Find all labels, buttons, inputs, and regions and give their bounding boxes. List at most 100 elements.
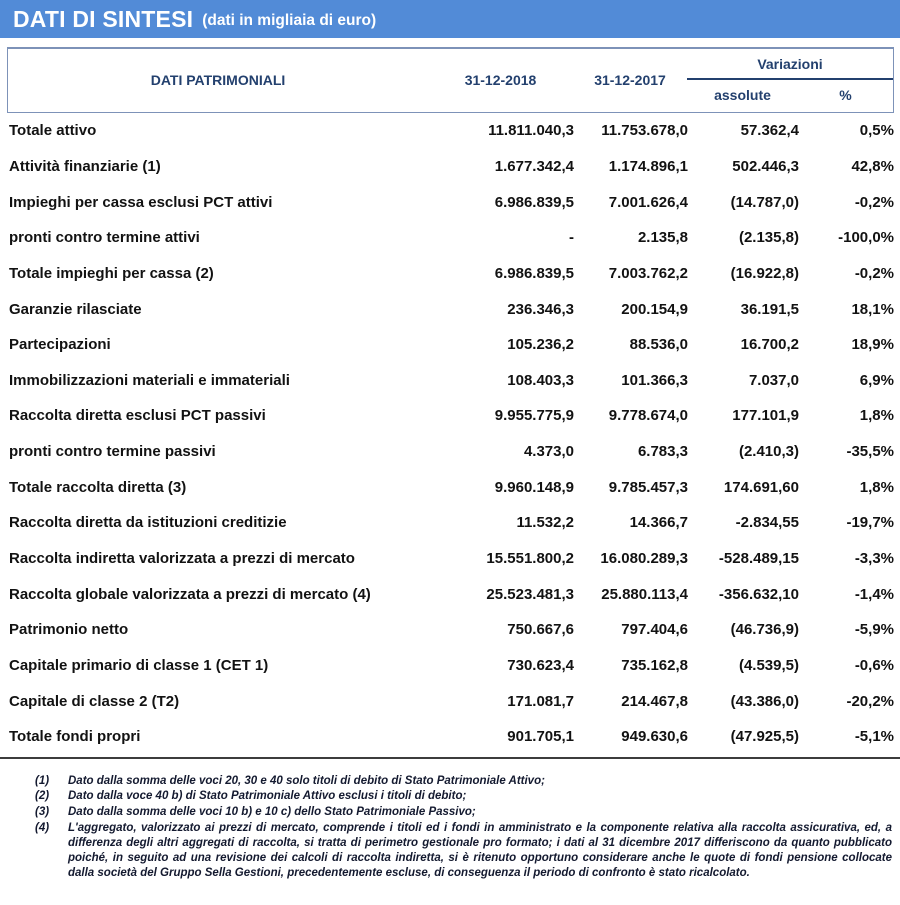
row-value-2017: 214.467,8 bbox=[621, 692, 688, 710]
row-value-percent: 6,9% bbox=[859, 371, 894, 389]
row-value-2017: 9.785.457,3 bbox=[608, 478, 688, 496]
row-value-assolute: (47.925,5) bbox=[730, 728, 799, 746]
row-value-assolute: (2.410,3) bbox=[738, 443, 799, 461]
page-title: DATI DI SINTESI bbox=[13, 5, 194, 32]
row-label: Totale raccolta diretta (3) bbox=[9, 478, 187, 496]
row-label: pronti contro termine attivi bbox=[9, 229, 200, 247]
table-row: Patrimonio netto 750.667,6 797.404,6 (46… bbox=[7, 612, 894, 648]
row-value-assolute: 174.691,60 bbox=[723, 478, 799, 496]
row-value-assolute: (2.135,8) bbox=[738, 229, 799, 247]
column-group-variazioni: Variazioni assolute % bbox=[687, 49, 893, 112]
row-value-2018: 11.811.040,3 bbox=[488, 122, 574, 140]
row-value-2018: 15.551.800,2 bbox=[486, 550, 574, 567]
footnote-number: (4) bbox=[35, 822, 50, 835]
row-value-assolute: (4.539,5) bbox=[738, 656, 799, 674]
table-row: Raccolta diretta da istituzioni creditiz… bbox=[7, 505, 894, 541]
row-value-2018: 6.986.839,5 bbox=[494, 264, 574, 282]
row-label: pronti contro termine passivi bbox=[9, 443, 216, 461]
row-value-2018: 9.955.775,9 bbox=[494, 407, 574, 425]
row-label: Totale fondi propri bbox=[9, 728, 141, 746]
row-value-assolute: -528.489,15 bbox=[718, 550, 799, 567]
row-value-2018: 730.623,4 bbox=[507, 656, 574, 674]
row-value-assolute: (46.736,9) bbox=[730, 621, 799, 639]
footnote-text: Dato dalla somma delle voci 10 b) e 10 c… bbox=[68, 806, 476, 819]
row-value-assolute: -2.834,55 bbox=[735, 514, 799, 532]
row-value-assolute: (43.386,0) bbox=[730, 692, 799, 710]
row-label: Attività finanziarie (1) bbox=[9, 157, 161, 175]
row-value-percent: -5,1% bbox=[854, 728, 894, 746]
table-row: Totale fondi propri 901.705,1 949.630,6 … bbox=[7, 719, 894, 755]
row-value-assolute: -356.632,10 bbox=[718, 585, 799, 603]
footnote-item: (3) Dato dalla somma delle voci 10 b) e … bbox=[35, 805, 894, 820]
row-value-2017: 7.003.762,2 bbox=[608, 264, 688, 282]
table-bottom-rule bbox=[0, 756, 900, 759]
row-value-assolute: (14.787,0) bbox=[730, 193, 799, 211]
table-row: pronti contro termine attivi - 2.135,8 (… bbox=[7, 220, 894, 256]
row-value-2018: 171.081,7 bbox=[507, 692, 574, 710]
row-label: Raccolta globale valorizzata a prezzi di… bbox=[9, 585, 371, 603]
row-value-assolute: 177.101,9 bbox=[732, 407, 799, 425]
row-label: Raccolta diretta da istituzioni creditiz… bbox=[9, 514, 287, 532]
row-label: Garanzie rilasciate bbox=[9, 300, 142, 318]
row-label: Immobilizzazioni materiali e immateriali bbox=[9, 371, 290, 389]
row-value-2018: - bbox=[569, 229, 574, 247]
footnote-number: (3) bbox=[35, 806, 50, 819]
row-value-percent: -35,5% bbox=[846, 443, 894, 461]
variazioni-subheaders: assolute % bbox=[687, 80, 893, 112]
table-row: Raccolta globale valorizzata a prezzi di… bbox=[7, 576, 894, 612]
row-value-assolute: 36.191,5 bbox=[740, 300, 799, 318]
row-value-percent: 0,5% bbox=[859, 122, 894, 140]
row-value-2018: 9.960.148,9 bbox=[494, 478, 574, 496]
row-value-2017: 1.174.896,1 bbox=[608, 157, 688, 175]
table-row: Totale attivo 11.811.040,3 11.753.678,0 … bbox=[7, 113, 894, 149]
row-label: Partecipazioni bbox=[9, 336, 111, 354]
row-value-2018: 750.667,6 bbox=[507, 621, 574, 639]
footnotes: (1) Dato dalla somma delle voci 20, 30 e… bbox=[35, 774, 894, 882]
table-row: Raccolta indiretta valorizzata a prezzi … bbox=[7, 541, 894, 577]
row-value-2017: 16.080.289,3 bbox=[600, 550, 688, 567]
table-row: Immobilizzazioni materiali e immateriali… bbox=[7, 362, 894, 398]
row-value-percent: -20,2% bbox=[846, 692, 894, 710]
column-header-2018: 31-12-2018 bbox=[464, 71, 537, 88]
row-value-2017: 7.001.626,4 bbox=[608, 193, 688, 211]
row-value-percent: 18,1% bbox=[851, 300, 894, 318]
column-header-percent: % bbox=[839, 87, 852, 103]
row-label: Capitale di classe 2 (T2) bbox=[9, 692, 180, 710]
row-value-2017: 797.404,6 bbox=[621, 621, 688, 639]
table-row: Capitale di classe 2 (T2) 171.081,7 214.… bbox=[7, 683, 894, 719]
footnote-text: L'aggregato, valorizzato ai prezzi di me… bbox=[68, 822, 892, 880]
row-value-2018: 108.403,3 bbox=[507, 371, 574, 389]
footnote-number: (2) bbox=[35, 790, 50, 803]
row-value-2018: 11.532,2 bbox=[516, 514, 574, 532]
row-label: Totale attivo bbox=[9, 122, 97, 140]
table-row: Partecipazioni 105.236,2 88.536,0 16.700… bbox=[7, 327, 894, 363]
row-value-2018: 25.523.481,3 bbox=[486, 585, 574, 603]
row-label: Impieghi per cassa esclusi PCT attivi bbox=[9, 193, 273, 211]
page-subtitle: (dati in migliaia di euro) bbox=[202, 11, 377, 29]
row-value-2018: 1.677.342,4 bbox=[494, 157, 574, 175]
table-row: Impieghi per cassa esclusi PCT attivi 6.… bbox=[7, 184, 894, 220]
row-value-percent: -0,6% bbox=[854, 656, 894, 674]
row-value-2017: 14.366,7 bbox=[629, 514, 688, 532]
footnote-item: (4) L'aggregato, valorizzato ai prezzi d… bbox=[35, 821, 894, 881]
row-value-2017: 735.162,8 bbox=[621, 656, 688, 674]
column-header-dati-patrimoniali: DATI PATRIMONIALI bbox=[150, 71, 286, 88]
row-value-assolute: (16.922,8) bbox=[730, 264, 799, 282]
row-value-percent: -0,2% bbox=[854, 264, 894, 282]
row-value-2018: 6.986.839,5 bbox=[494, 193, 574, 211]
column-header-assolute: assolute bbox=[714, 87, 771, 103]
row-value-percent: -5,9% bbox=[854, 621, 894, 639]
row-value-2018: 236.346,3 bbox=[507, 300, 574, 318]
table-body: Totale attivo 11.811.040,3 11.753.678,0 … bbox=[7, 113, 894, 755]
row-value-percent: -100,0% bbox=[838, 229, 894, 247]
table-row: pronti contro termine passivi 4.373,0 6.… bbox=[7, 434, 894, 470]
row-value-assolute: 16.700,2 bbox=[740, 336, 799, 354]
row-value-percent: 18,9% bbox=[851, 336, 894, 354]
row-value-2017: 101.366,3 bbox=[621, 371, 688, 389]
row-label: Capitale primario di classe 1 (CET 1) bbox=[9, 656, 269, 674]
footnote-item: (2) Dato dalla voce 40 b) di Stato Patri… bbox=[35, 789, 894, 804]
footnote-number: (1) bbox=[35, 774, 50, 787]
row-value-2017: 11.753.678,0 bbox=[601, 122, 688, 140]
row-value-2018: 105.236,2 bbox=[507, 336, 574, 354]
